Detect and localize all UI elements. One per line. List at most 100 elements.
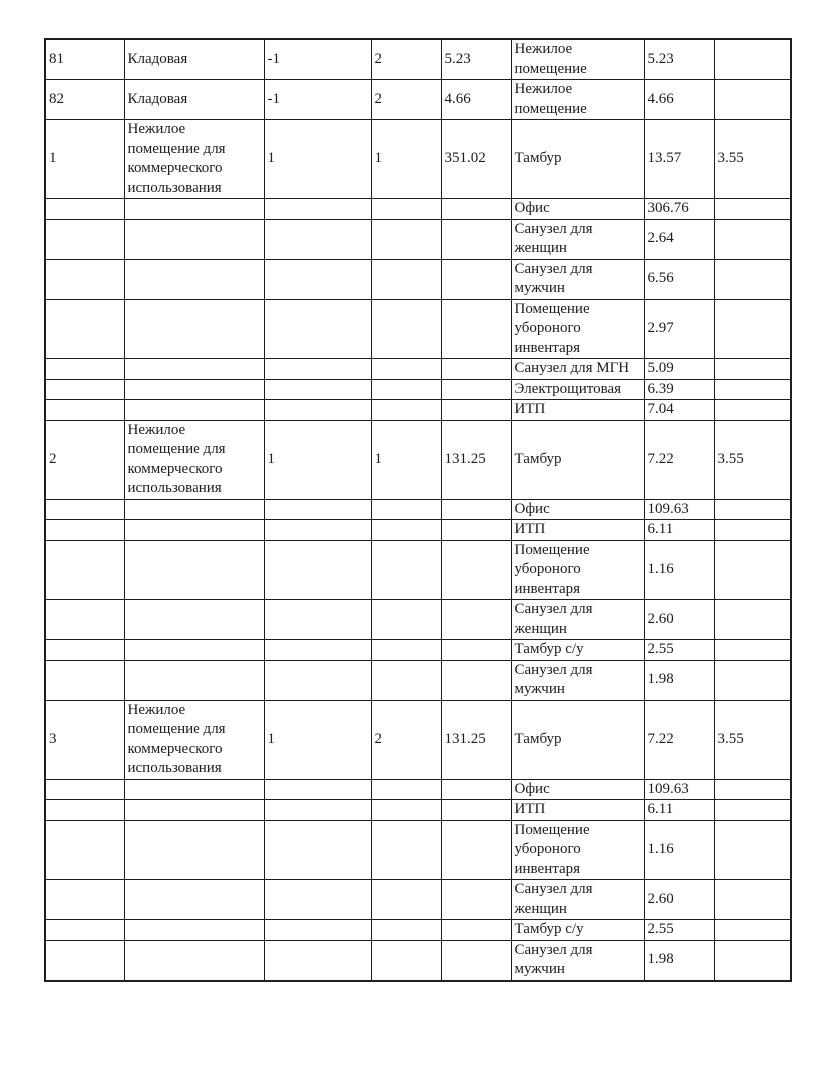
table-cell [263,919,372,941]
table-cell: 6.11 [643,799,715,821]
table-cell: Нежилое помещение для коммерческого испо… [123,119,265,199]
table-cell: 7.22 [643,699,715,780]
table-cell: Тамбур [510,699,645,780]
table-cell [370,198,442,220]
table-cell [370,539,442,600]
table-cell [263,939,372,981]
table-cell [713,539,792,600]
table-cell [370,218,442,260]
table-cell [263,358,372,380]
table-cell: Нежилое помещение [510,79,645,120]
table-cell: 1 [263,419,372,500]
table-cell: 2 [370,79,442,120]
table-cell [440,519,512,541]
table-row: Офис 109.63 [44,498,792,520]
table-cell [713,799,792,821]
table-cell [713,659,792,701]
table-cell [370,358,442,380]
table-row: Помещение убороного инвентаря 1.16 [44,819,792,880]
table-row: 2 Нежилое помещение для коммерческого исп… [44,419,792,500]
table-cell [263,659,372,701]
table-cell: Санузел для женщин [510,218,645,260]
table-cell [440,819,512,880]
table-cell: 3 [44,699,125,780]
table-cell [44,659,125,701]
table-cell: 6.11 [643,519,715,541]
table-cell [123,659,265,701]
table-row: Санузел для мужчин 1.98 [44,659,792,701]
table-cell [263,599,372,640]
table-cell [44,599,125,640]
table-row: Тамбур с/у 2.55 [44,639,792,661]
table-cell [44,399,125,421]
table-cell [713,258,792,300]
table-cell: 2 [370,38,442,80]
table-cell [440,879,512,920]
table-cell: ИТП [510,799,645,821]
table-cell: ИТП [510,519,645,541]
table-cell [44,819,125,880]
table-cell [440,599,512,640]
table-cell: 109.63 [643,778,715,800]
table-cell: 5.23 [643,38,715,80]
table-cell: 1 [370,119,442,199]
table-cell [440,659,512,701]
table-row: Помещение убороного инвентаря 1.16 [44,539,792,600]
table-row: Офис 306.76 [44,198,792,220]
table-cell [263,639,372,661]
table-cell [713,879,792,920]
table-cell [370,778,442,800]
table-cell [370,399,442,421]
table-cell: 1 [44,119,125,199]
table-cell [44,919,125,941]
table-cell [440,399,512,421]
table-cell: Тамбур [510,119,645,199]
table-cell [263,879,372,920]
table-cell [440,198,512,220]
table-cell [713,519,792,541]
table-cell [123,939,265,981]
table-cell: Помещение убороного инвентаря [510,819,645,880]
table-cell: 2.64 [643,218,715,260]
table-cell [370,258,442,300]
table-cell: 131.25 [440,419,512,500]
table-cell: Тамбур с/у [510,639,645,661]
table-cell: 1 [263,119,372,199]
table-cell: Электрощитовая [510,378,645,400]
table-cell: Кладовая [123,79,265,120]
table-cell: Помещение убороного инвентаря [510,539,645,600]
table-cell [44,198,125,220]
table-cell: Помещение убороного инвентаря [510,298,645,359]
table-cell [263,298,372,359]
table-cell: 2.60 [643,879,715,920]
table-cell: Нежилое помещение [510,38,645,80]
table-cell: 13.57 [643,119,715,199]
table-cell [370,639,442,661]
table-cell [44,879,125,920]
table-cell [370,659,442,701]
table-cell [370,799,442,821]
table-cell: 7.04 [643,399,715,421]
table-row: Санузел для мужчин 1.98 [44,939,792,981]
table-cell: Санузел для женщин [510,879,645,920]
table-cell: 3.55 [713,699,792,780]
table-cell: 2 [44,419,125,500]
table-cell [713,378,792,400]
table-cell [123,399,265,421]
table-row: Помещение убороного инвентаря 2.97 [44,298,792,359]
table-cell [713,498,792,520]
table-cell [440,498,512,520]
table-cell [44,799,125,821]
table-cell [440,378,512,400]
table-cell [263,198,372,220]
table-cell: 81 [44,38,125,80]
table-cell [370,378,442,400]
table-cell [263,519,372,541]
table-cell [123,498,265,520]
table-cell [713,919,792,941]
table-cell [123,539,265,600]
table-cell [123,919,265,941]
table-cell [440,218,512,260]
table-cell [44,298,125,359]
